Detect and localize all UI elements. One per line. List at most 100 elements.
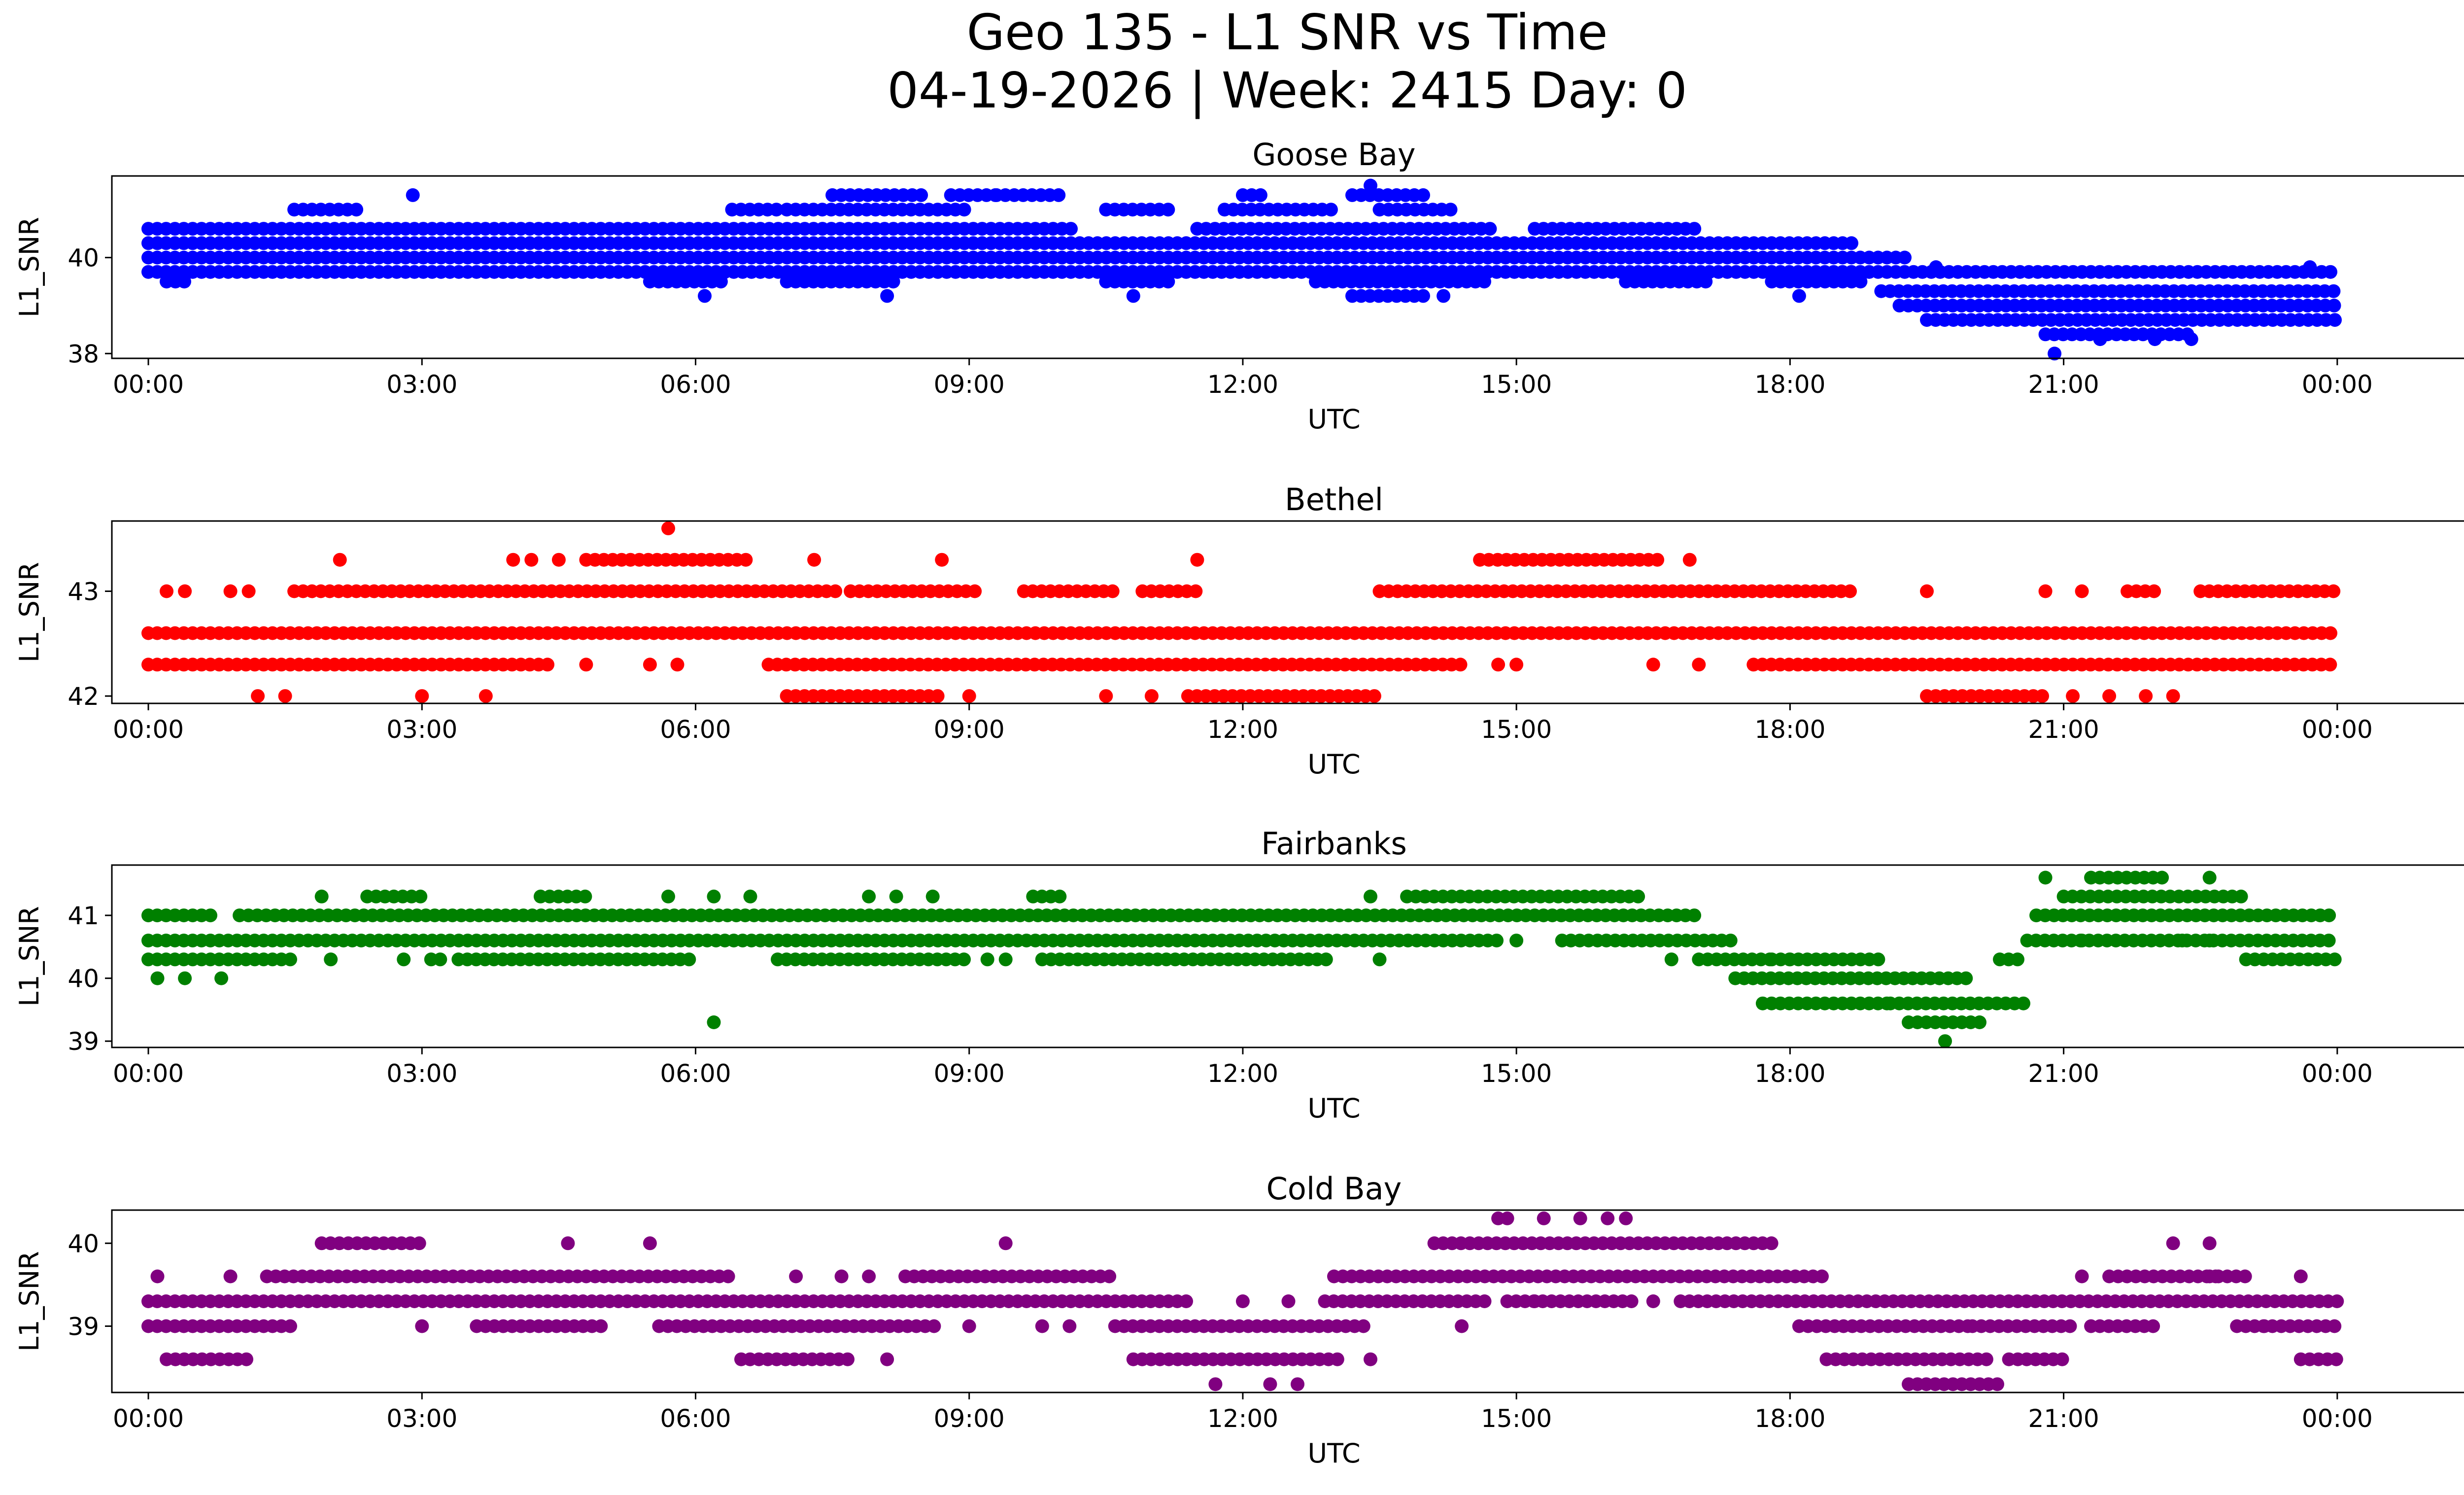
data-point xyxy=(1291,1377,1304,1391)
data-point xyxy=(415,689,429,703)
x-tick-label: 09:00 xyxy=(934,1059,1005,1088)
data-point xyxy=(533,889,548,904)
data-point xyxy=(1064,222,1078,236)
x-tick-label: 15:00 xyxy=(1481,715,1552,744)
data-point xyxy=(2011,952,2024,967)
data-point xyxy=(1631,889,1645,904)
data-point xyxy=(1235,1294,1250,1308)
x-tick-label: 15:00 xyxy=(1481,1404,1552,1433)
x-axis-label: UTC xyxy=(1307,1093,1360,1124)
data-point xyxy=(2327,952,2342,967)
data-point xyxy=(1102,1269,1117,1284)
data-point xyxy=(2293,1269,2308,1284)
data-point xyxy=(278,689,292,703)
x-tick-label: 00:00 xyxy=(113,715,184,744)
data-point xyxy=(223,584,238,598)
y-axis-label: L1_SNR xyxy=(14,217,45,317)
data-point xyxy=(1819,1352,1834,1366)
data-point xyxy=(1053,889,1067,904)
x-tick-label: 00:00 xyxy=(2302,1404,2373,1433)
data-point xyxy=(1367,689,1381,703)
x-tick-label: 06:00 xyxy=(660,1059,731,1088)
data-point xyxy=(1815,1269,1829,1284)
data-point xyxy=(1845,236,1858,250)
data-point xyxy=(160,584,173,598)
data-point xyxy=(1189,584,1203,598)
data-point xyxy=(714,275,728,289)
data-point xyxy=(2324,626,2337,640)
x-tick-label: 00:00 xyxy=(2302,715,2373,744)
data-point xyxy=(1682,553,1697,567)
data-point xyxy=(643,1236,657,1251)
data-point xyxy=(1455,1319,1469,1333)
y-tick-label: 43 xyxy=(68,577,99,606)
data-point xyxy=(962,689,976,703)
data-point xyxy=(1099,689,1113,703)
data-point xyxy=(2327,284,2341,298)
data-point xyxy=(957,203,971,217)
y-axis-label: L1_SNR xyxy=(14,1251,45,1352)
data-point xyxy=(2323,658,2337,672)
data-point xyxy=(935,553,949,567)
x-tick-label: 21:00 xyxy=(2028,1059,2099,1088)
data-point xyxy=(707,889,721,904)
data-point xyxy=(1573,1211,1587,1225)
data-point xyxy=(1920,584,1934,598)
data-point xyxy=(1509,934,1524,948)
panel-goose-bay: Goose Bay 00:00 03:00 06:00 09:00 12:00 15:00 1… xyxy=(14,137,2464,435)
x-tick-label: 00:00 xyxy=(113,1404,184,1433)
data-point xyxy=(886,275,900,289)
data-point xyxy=(670,658,684,672)
data-point xyxy=(177,275,191,289)
x-tick-label: 06:00 xyxy=(660,715,731,744)
data-point xyxy=(1364,178,1377,193)
data-point xyxy=(1646,658,1660,672)
x-tick-label: 18:00 xyxy=(1754,1404,1825,1433)
data-point xyxy=(1528,1294,1542,1308)
data-point xyxy=(2146,1319,2160,1333)
data-point xyxy=(1208,1377,1223,1391)
data-point xyxy=(524,553,539,567)
data-point xyxy=(2327,298,2341,313)
data-point xyxy=(241,584,256,598)
data-point xyxy=(2148,332,2162,347)
data-point xyxy=(661,521,675,535)
x-tick-label: 00:00 xyxy=(113,1059,184,1088)
data-point xyxy=(314,889,329,904)
data-point xyxy=(283,952,297,967)
data-point xyxy=(862,889,876,904)
data-point xyxy=(1624,1294,1639,1308)
y-tick-label: 41 xyxy=(68,902,99,930)
data-point xyxy=(2017,996,2030,1010)
x-tick-label: 03:00 xyxy=(386,715,457,744)
data-point xyxy=(1871,952,1885,967)
data-point xyxy=(721,1269,735,1284)
data-point xyxy=(2324,265,2337,279)
data-point xyxy=(930,689,945,703)
data-point xyxy=(968,584,982,598)
data-point xyxy=(2202,870,2217,885)
data-point xyxy=(739,553,753,567)
x-tick-label: 03:00 xyxy=(386,1059,457,1088)
data-point xyxy=(2166,1236,2180,1251)
data-point xyxy=(1973,1015,1986,1029)
figure-title-line-2: 04-19-2026 | Week: 2415 Day: 0 xyxy=(887,62,1687,119)
data-point xyxy=(1437,289,1451,303)
data-point xyxy=(2155,870,2169,885)
data-point xyxy=(412,1236,426,1251)
data-point xyxy=(807,553,821,567)
data-point xyxy=(2327,1319,2342,1333)
x-tick-label: 21:00 xyxy=(2028,370,2099,399)
x-tick-label: 18:00 xyxy=(1754,715,1825,744)
data-point xyxy=(834,1269,849,1284)
data-point xyxy=(541,658,554,672)
data-point xyxy=(2048,347,2062,361)
data-point xyxy=(2238,1269,2252,1284)
data-point xyxy=(1330,1352,1344,1366)
panel-bethel: Bethel 00:00 03:00 06:00 09:00 12:00 15:00 18:0… xyxy=(14,482,2464,780)
data-point xyxy=(2175,934,2190,948)
x-axis-label: UTC xyxy=(1307,749,1360,780)
x-tick-label: 12:00 xyxy=(1207,715,1278,744)
data-point xyxy=(698,289,712,303)
x-tick-label: 18:00 xyxy=(1754,1059,1825,1088)
